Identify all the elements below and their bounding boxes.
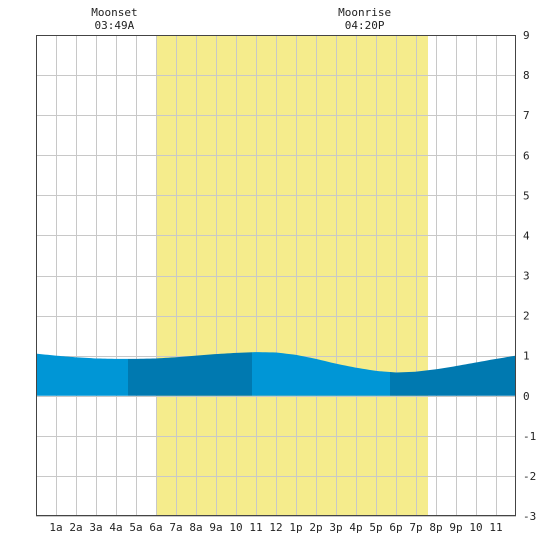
y-tick-label: 9 [523,29,530,42]
moon-event-title: Moonrise [338,6,391,19]
x-tick-label: 2p [309,521,322,534]
y-tick-label: 2 [523,310,530,323]
tide-area-dark [128,352,252,396]
x-tick-label: 4a [109,521,122,534]
x-tick-label: 1a [49,521,62,534]
x-tick-label: 8p [429,521,442,534]
x-tick-label: 7a [169,521,182,534]
x-tick-label: 5p [369,521,382,534]
x-tick-label: 8a [189,521,202,534]
y-tick-label: -2 [523,470,536,483]
y-tick-label: 5 [523,189,530,202]
y-tick-label: -1 [523,430,536,443]
x-tick-label: 11 [249,521,262,534]
x-tick-label: 4p [349,521,362,534]
moon-event-time: 04:20P [345,19,385,32]
y-tick-label: -3 [523,510,536,523]
tide-area-dark [390,355,516,396]
x-tick-label: 3p [329,521,342,534]
plot-frame [36,35,516,516]
x-tick-label: 9a [209,521,222,534]
y-tick-label: 0 [523,390,530,403]
tide-area-light [36,353,128,396]
y-tick-label: 1 [523,350,530,363]
gridlines [36,35,516,517]
tide-area-layer [36,352,516,396]
y-tick-label: 6 [523,149,530,162]
x-tick-label: 6p [389,521,402,534]
x-tick-label: 1p [289,521,302,534]
x-tick-label: 6a [149,521,162,534]
x-tick-label: 2a [69,521,82,534]
x-tick-label: 7p [409,521,422,534]
y-tick-labels: -3 -2 -1 0 1 2 3 4 5 6 7 8 9 [523,29,536,523]
y-tick-label: 7 [523,109,530,122]
y-tick-label: 4 [523,229,530,242]
y-tick-label: 3 [523,270,530,283]
tide-area-light [252,352,390,396]
x-tick-label: 10 [229,521,242,534]
x-tick-labels: 1a 2a 3a 4a 5a 6a 7a 8a 9a 10 11 12 1p 2p 3p 4p 5p 6p 7p 8p… [49,521,502,534]
moon-event-title: Moonset [91,6,137,19]
plot-border [36,35,516,516]
x-tick-label: 12 [269,521,282,534]
x-tick-label: 3a [89,521,102,534]
x-tick-label: 9p [449,521,462,534]
moon-event-time: 03:49A [95,19,135,32]
y-tick-label: 8 [523,69,530,82]
x-tick-label: 5a [129,521,142,534]
x-tick-label: 11 [489,521,502,534]
x-tick-label: 10 [469,521,482,534]
